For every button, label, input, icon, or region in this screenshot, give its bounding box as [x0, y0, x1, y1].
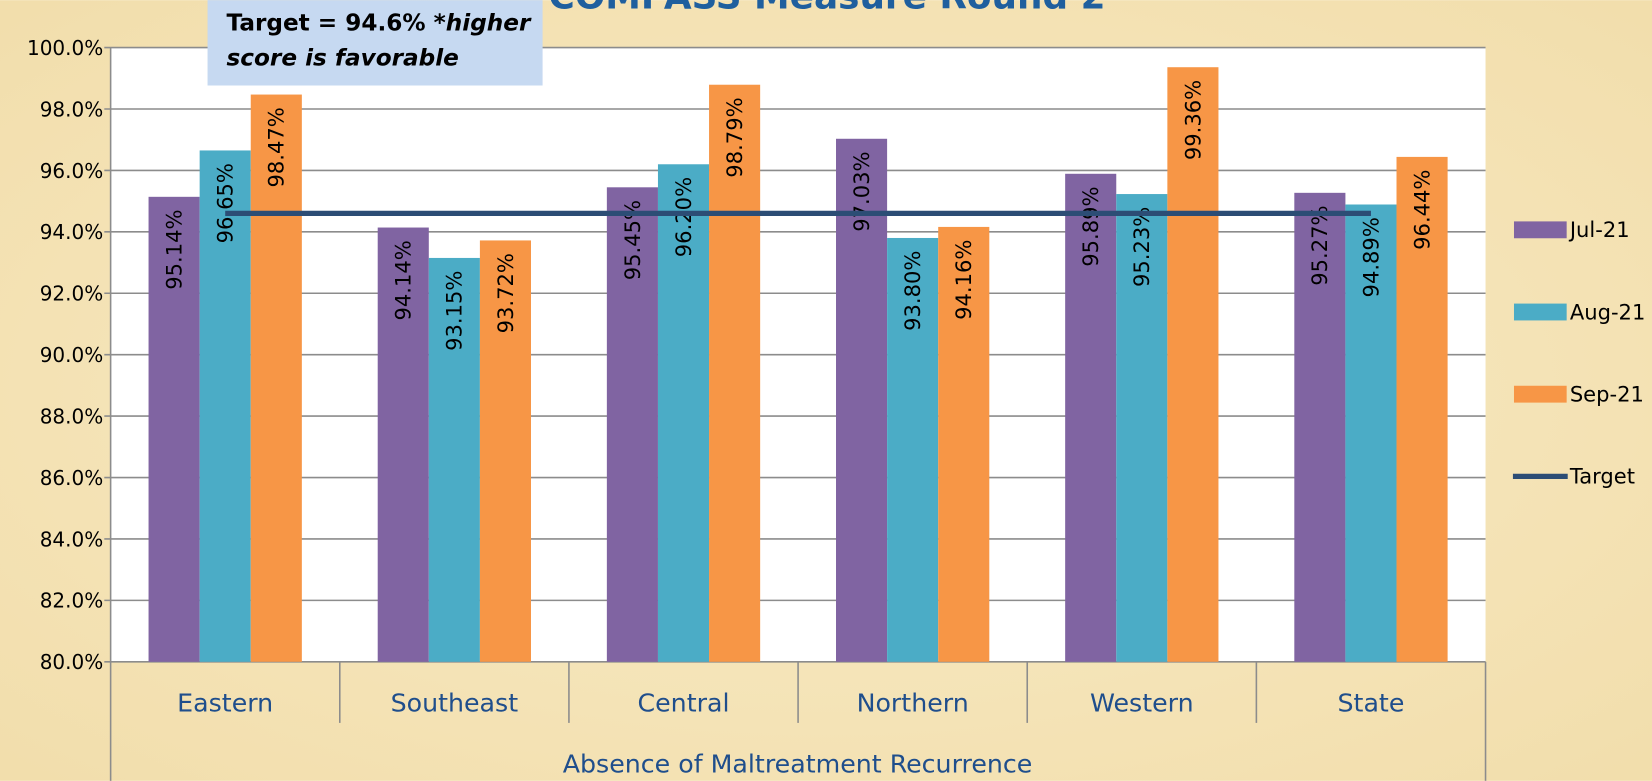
data-label: 94.14% — [391, 240, 416, 320]
x-tick-label: Northern — [857, 688, 969, 717]
data-label: 95.89% — [1078, 186, 1103, 266]
annotation-text: Target = 94.6% * — [227, 10, 446, 37]
bar — [887, 237, 939, 662]
bar — [199, 150, 251, 662]
bar — [479, 240, 531, 662]
legend-label: Aug-21 — [1570, 299, 1646, 324]
data-label: 97.03% — [849, 151, 874, 231]
data-label: 96.20% — [671, 177, 696, 257]
x-tick-label: State — [1338, 688, 1405, 717]
annotation-box — [207, 0, 543, 86]
data-label: 98.79% — [722, 97, 747, 177]
y-tick-label: 86.0% — [40, 466, 104, 490]
data-label: 94.89% — [1358, 217, 1383, 297]
y-tick-label: 96.0% — [40, 159, 104, 183]
data-label: 93.80% — [900, 251, 925, 331]
bar — [1345, 204, 1397, 662]
legend-swatch — [1513, 385, 1567, 403]
y-tick-label: 84.0% — [40, 527, 104, 551]
annotation-italic: higher — [446, 10, 532, 37]
x-tick-label: Western — [1090, 688, 1194, 717]
legend-label: Sep-21 — [1570, 382, 1644, 407]
y-tick-label: 92.0% — [40, 282, 104, 306]
x-axis-title: Absence of Maltreatment Recurrence — [563, 749, 1033, 778]
data-label: 96.44% — [1409, 170, 1434, 250]
y-tick-label: 90.0% — [40, 343, 104, 367]
y-tick-label: 100.0% — [27, 36, 103, 60]
bar — [709, 84, 761, 662]
bar — [1116, 194, 1168, 662]
legend-swatch — [1513, 303, 1567, 321]
bar — [606, 187, 658, 662]
data-label: 99.36% — [1180, 80, 1205, 160]
annotation: Target = 94.6% *higher — [227, 10, 532, 37]
y-tick-label: 94.0% — [40, 220, 104, 244]
bar — [836, 138, 888, 662]
x-tick-label: Southeast — [391, 688, 519, 717]
data-label: 96.65% — [213, 163, 238, 243]
x-tick-label: Central — [638, 688, 730, 717]
y-tick-label: 82.0% — [40, 589, 104, 613]
y-tick-label: 80.0% — [40, 650, 104, 674]
bar — [1294, 192, 1346, 662]
bar — [148, 196, 200, 662]
bar — [938, 226, 990, 662]
chart-title: COMPASS Measure Round 2 — [549, 0, 1106, 18]
data-label: 94.16% — [951, 240, 976, 320]
data-label: 95.27% — [1307, 205, 1332, 285]
annotation-italic-2: score is favorable — [227, 44, 459, 71]
legend-label: Target — [1569, 464, 1635, 489]
bar — [428, 257, 480, 662]
data-label: 93.72% — [493, 253, 518, 333]
bar — [1396, 156, 1448, 662]
bar — [657, 164, 710, 662]
bar — [250, 94, 302, 662]
bar — [1167, 67, 1219, 662]
bar — [1065, 173, 1117, 662]
y-tick-label: 88.0% — [40, 404, 104, 428]
bar — [377, 227, 429, 662]
data-label: 98.47% — [264, 107, 289, 187]
data-label: 93.15% — [442, 271, 467, 351]
legend-label: Jul-21 — [1568, 217, 1630, 242]
data-label: 95.14% — [161, 209, 186, 289]
x-tick-label: Eastern — [177, 688, 273, 717]
data-label: 95.23% — [1129, 207, 1154, 287]
y-tick-label: 98.0% — [40, 97, 104, 121]
legend-swatch — [1513, 221, 1567, 239]
